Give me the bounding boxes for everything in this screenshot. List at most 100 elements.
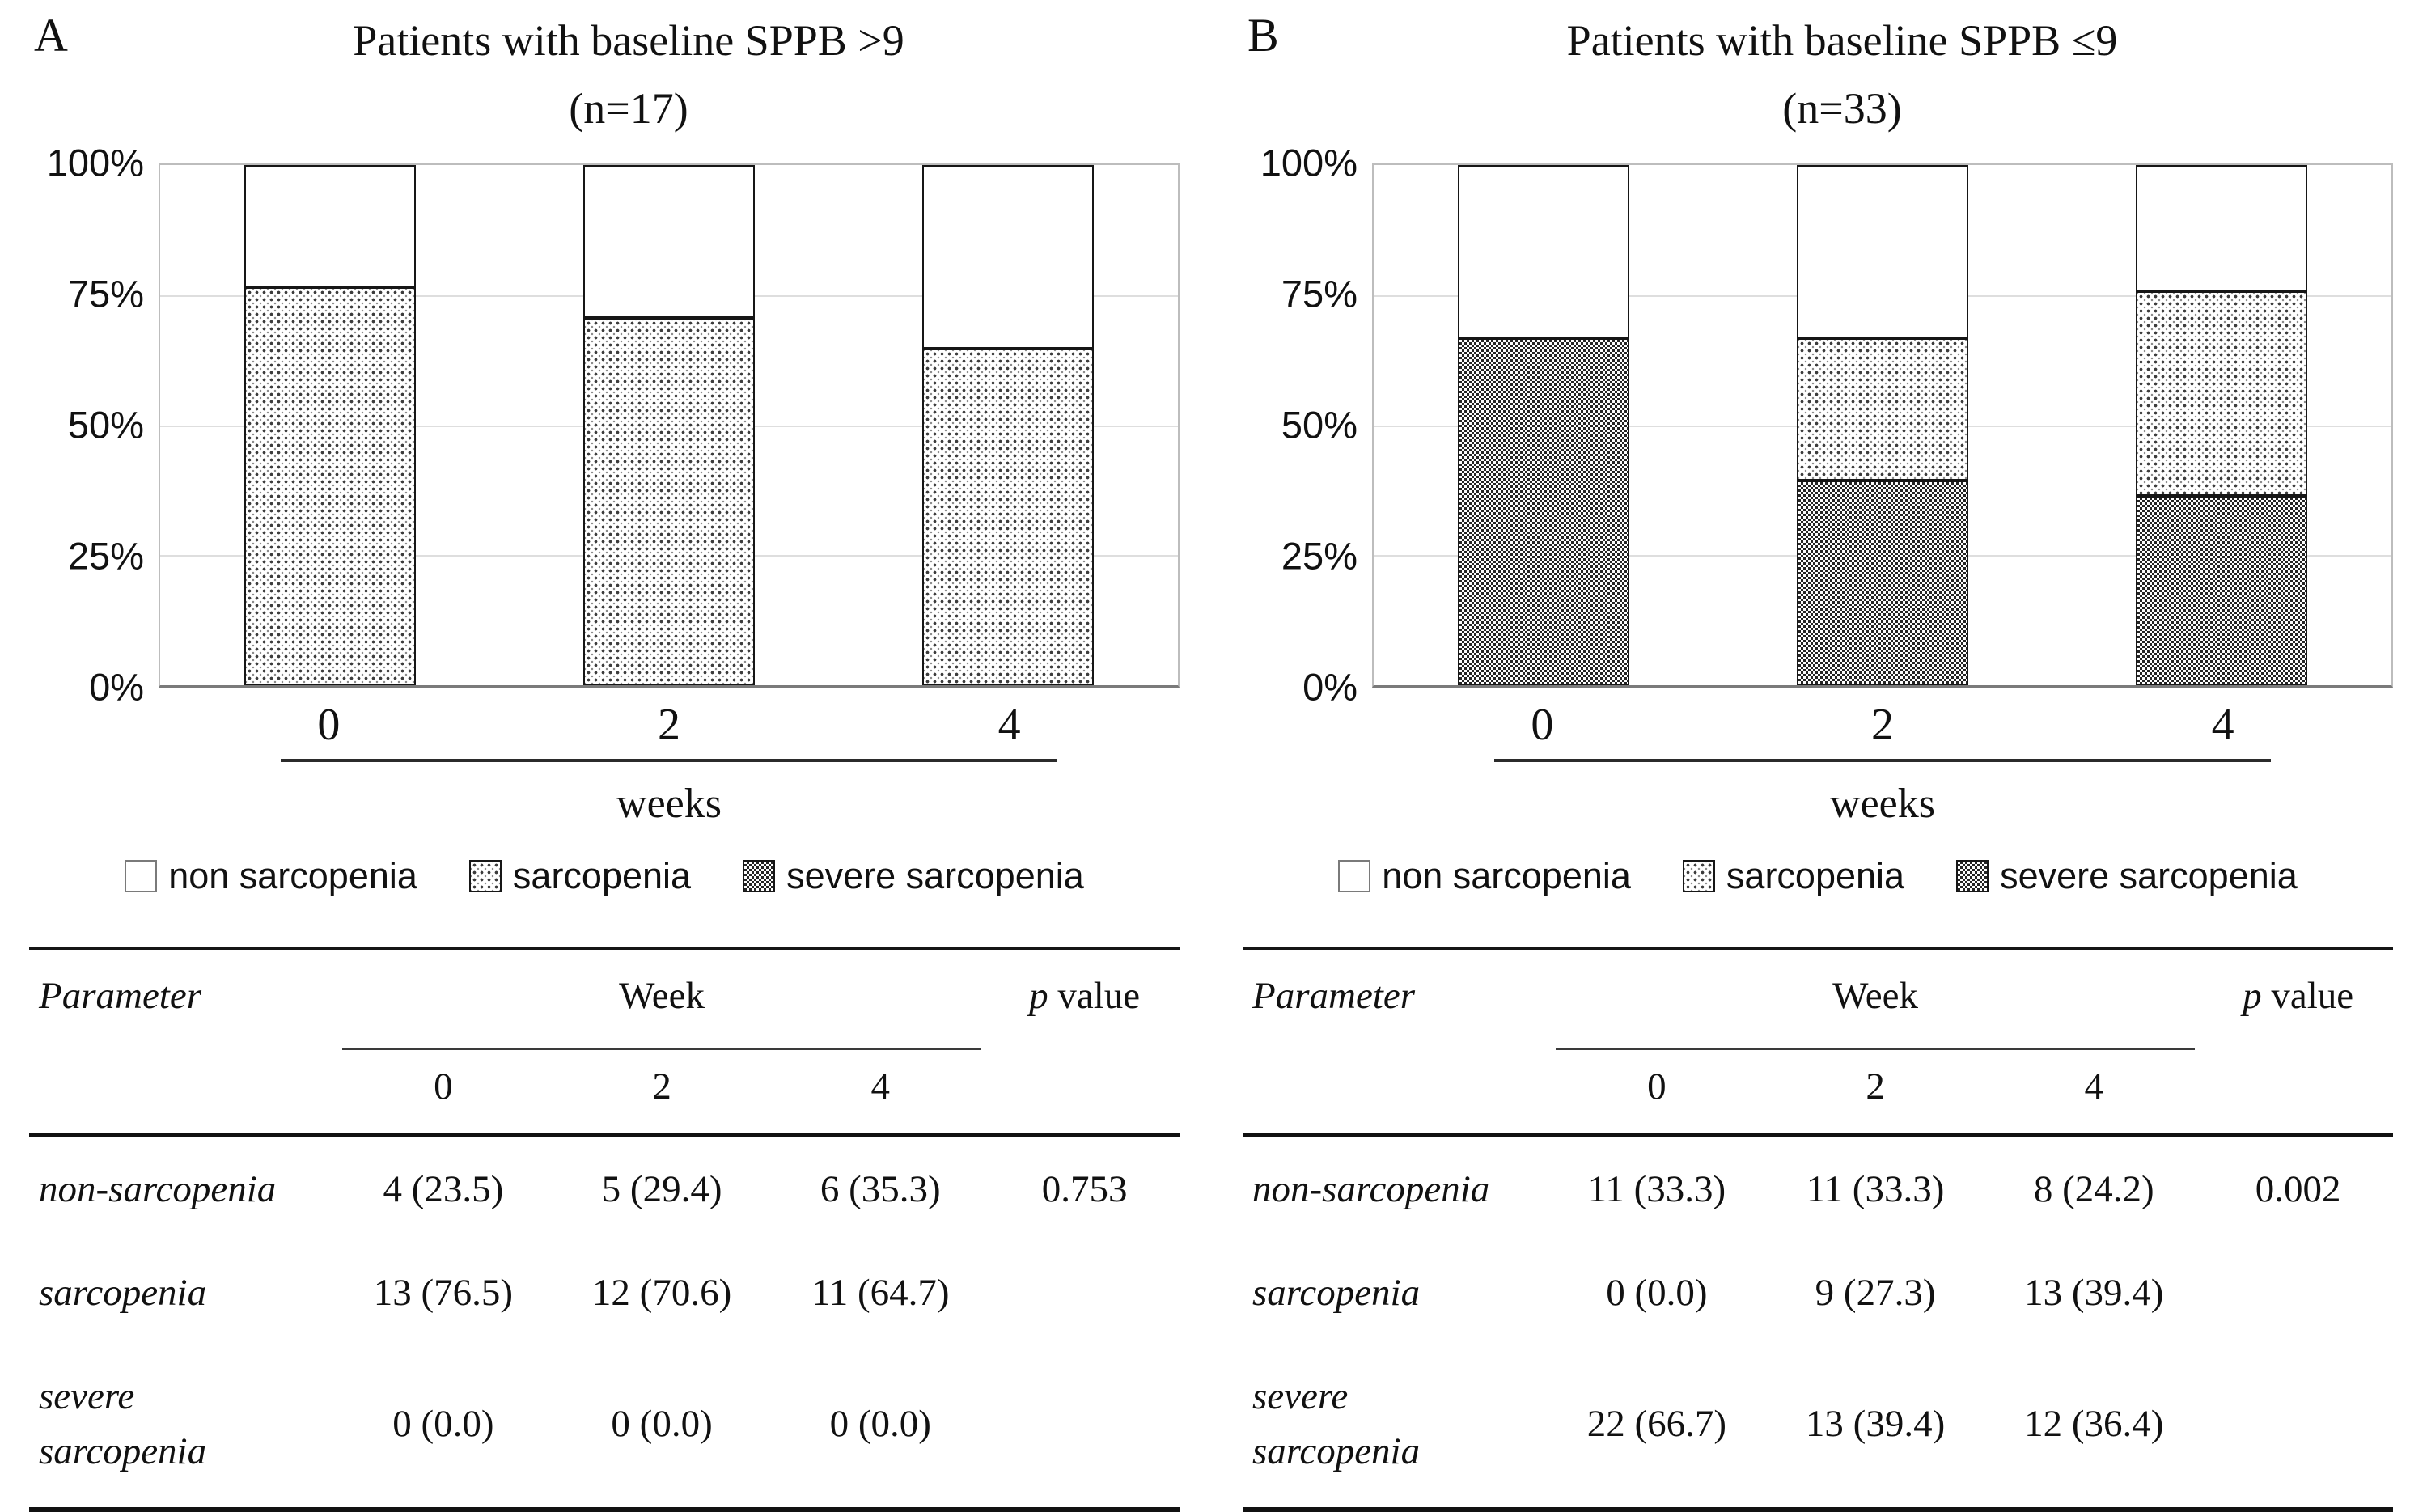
row-label: sarcopenia [1252,1272,1421,1315]
y-tick: 0% [1302,665,1358,709]
x-tick: 2 [657,700,680,750]
cell-week4: 0 (0.0) [829,1403,931,1446]
table-header-row: Parameter Week p value [1243,950,2393,1023]
cell-week2: 9 (27.3) [1815,1272,1936,1315]
subheader-week-0: 0 [434,1065,453,1108]
cell-week0: 0 (0.0) [1606,1272,1708,1315]
segment-severe-sarcopenia [1796,480,1968,685]
non-sarcopenia-swatch-icon [125,860,158,892]
segment-sarcopenia [244,287,416,685]
panel-a-table: Parameter Week p value 0 2 4 non-sarcope… [29,947,1180,1512]
panel-b-x-axis-title: weeks [1830,781,1935,827]
segment-severe-sarcopenia [1457,338,1629,685]
panel-b-chart: 100% 75% 50% 25% 0% [1243,141,2393,708]
panel-b-legend: non sarcopenia sarcopenia severe sarcope… [1243,855,2393,897]
column-header-p-value: p value [2203,974,2393,1018]
panel-a-title-line1: Patients with baseline SPPB >9 [353,16,904,65]
cell-week4: 12 (36.4) [2024,1403,2164,1446]
column-header-week: Week [1832,975,1918,1017]
legend-label: non sarcopenia [168,855,417,896]
table-row: severe sarcopenia 22 (66.7) 13 (39.4) 12… [1243,1345,2393,1503]
x-tick: 0 [1531,700,1554,750]
cell-week0: 22 (66.7) [1586,1403,1727,1446]
cell-week4: 13 (39.4) [2024,1272,2164,1315]
y-tick: 50% [67,403,144,447]
non-sarcopenia-swatch-icon [1338,860,1371,892]
segment-sarcopenia [582,318,755,685]
segment-severe-sarcopenia [2136,495,2308,685]
cell-week2: 11 (33.3) [1806,1168,1945,1211]
table-row: severe sarcopenia 0 (0.0) 0 (0.0) 0 (0.0… [29,1345,1180,1503]
week-underline-row [29,1023,1180,1050]
y-tick: 50% [1281,403,1358,447]
row-label: non-sarcopenia [1252,1168,1490,1210]
legend-label: sarcopenia [1726,855,1905,896]
legend-label: non sarcopenia [1382,855,1631,896]
p-symbol: p [2243,975,2262,1017]
cell-week0: 0 (0.0) [392,1403,494,1446]
x-tick: 0 [317,700,341,750]
table-bottom-rule [29,1506,1180,1512]
legend-label: severe sarcopenia [2000,855,2298,896]
panel-a-letter: A [34,9,68,61]
table-bottom-rule [1243,1506,2393,1512]
panel-a-bars [160,165,1178,685]
cell-p-value: 0.002 [2255,1168,2341,1211]
cell-week2: 12 (70.6) [591,1272,732,1315]
legend-item-non-sarcopenia: non sarcopenia [1338,855,1631,897]
panel-b-letter: B [1247,9,1279,61]
sarcopenia-swatch-icon [468,860,502,892]
legend-item-severe-sarcopenia: severe sarcopenia [1956,855,2298,897]
panel-a-x-axis-title: weeks [616,781,722,827]
panel-b-title-block: B Patients with baseline SPPB ≤9 (n=33) [1243,6,2393,144]
segment-non-sarcopenia [582,165,755,319]
subheader-week-2: 2 [1866,1065,1885,1108]
panel-b: B Patients with baseline SPPB ≤9 (n=33) … [1214,0,2427,1512]
table-row: sarcopenia 13 (76.5) 12 (70.6) 11 (64.7) [29,1241,1180,1345]
cell-week4: 11 (64.7) [811,1272,950,1315]
sarcopenia-swatch-icon [1682,860,1715,892]
row-label: sarcopenia [39,1272,207,1315]
stacked-bar-week2 [582,165,755,685]
panel-b-title-line2: (n=33) [1782,84,1902,133]
panel-b-plot-area [1372,163,2393,688]
segment-sarcopenia [1796,338,1968,481]
column-header-parameter: Parameter [1252,975,1416,1017]
panel-a-chart: 100% 75% 50% 25% 0% [29,141,1180,708]
panel-a-x-tick-labels: 0 2 4 [159,699,1180,751]
y-tick: 100% [1260,141,1358,184]
segment-non-sarcopenia [922,165,1095,349]
y-tick: 25% [1281,534,1358,578]
panel-a-title-block: A Patients with baseline SPPB >9 (n=17) [29,6,1180,144]
cell-p-value: 0.753 [1041,1168,1128,1211]
stacked-bar-week0 [244,165,416,685]
panel-b-title: Patients with baseline SPPB ≤9 (n=33) [1243,6,2393,142]
y-tick: 0% [89,665,144,709]
stacked-bar-week2 [1796,165,1968,685]
legend-label: sarcopenia [512,855,692,896]
table-row: sarcopenia 0 (0.0) 9 (27.3) 13 (39.4) [1243,1241,2393,1345]
x-tick: 2 [1870,700,1894,750]
table-subheader-row: 0 2 4 [29,1050,1180,1133]
cell-week0: 13 (76.5) [373,1272,514,1315]
panel-b-title-line1: Patients with baseline SPPB ≤9 [1566,16,2118,65]
table-header-rule [29,1133,1180,1137]
segment-non-sarcopenia [1796,165,1968,339]
cell-week0: 4 (23.5) [383,1168,504,1211]
panel-b-x-tick-labels: 0 2 4 [1372,699,2393,751]
legend-label: severe sarcopenia [786,855,1084,896]
panel-a-legend: non sarcopenia sarcopenia severe sarcope… [29,855,1180,897]
segment-non-sarcopenia [2136,165,2308,291]
column-header-week: Week [619,975,705,1017]
table-header-rule [1243,1133,2393,1137]
subheader-week-4: 4 [2084,1065,2104,1108]
stacked-bar-week0 [1457,165,1629,685]
table-row: non-sarcopenia 4 (23.5) 5 (29.4) 6 (35.3… [29,1137,1180,1241]
stacked-bar-week4 [922,165,1095,685]
p-value-text: value [2261,975,2354,1017]
panel-a-title: Patients with baseline SPPB >9 (n=17) [29,6,1180,142]
cell-week2: 0 (0.0) [611,1403,713,1446]
subheader-week-4: 4 [870,1065,891,1108]
severe-sarcopenia-swatch-icon [1956,860,1989,892]
segment-sarcopenia [922,348,1095,685]
